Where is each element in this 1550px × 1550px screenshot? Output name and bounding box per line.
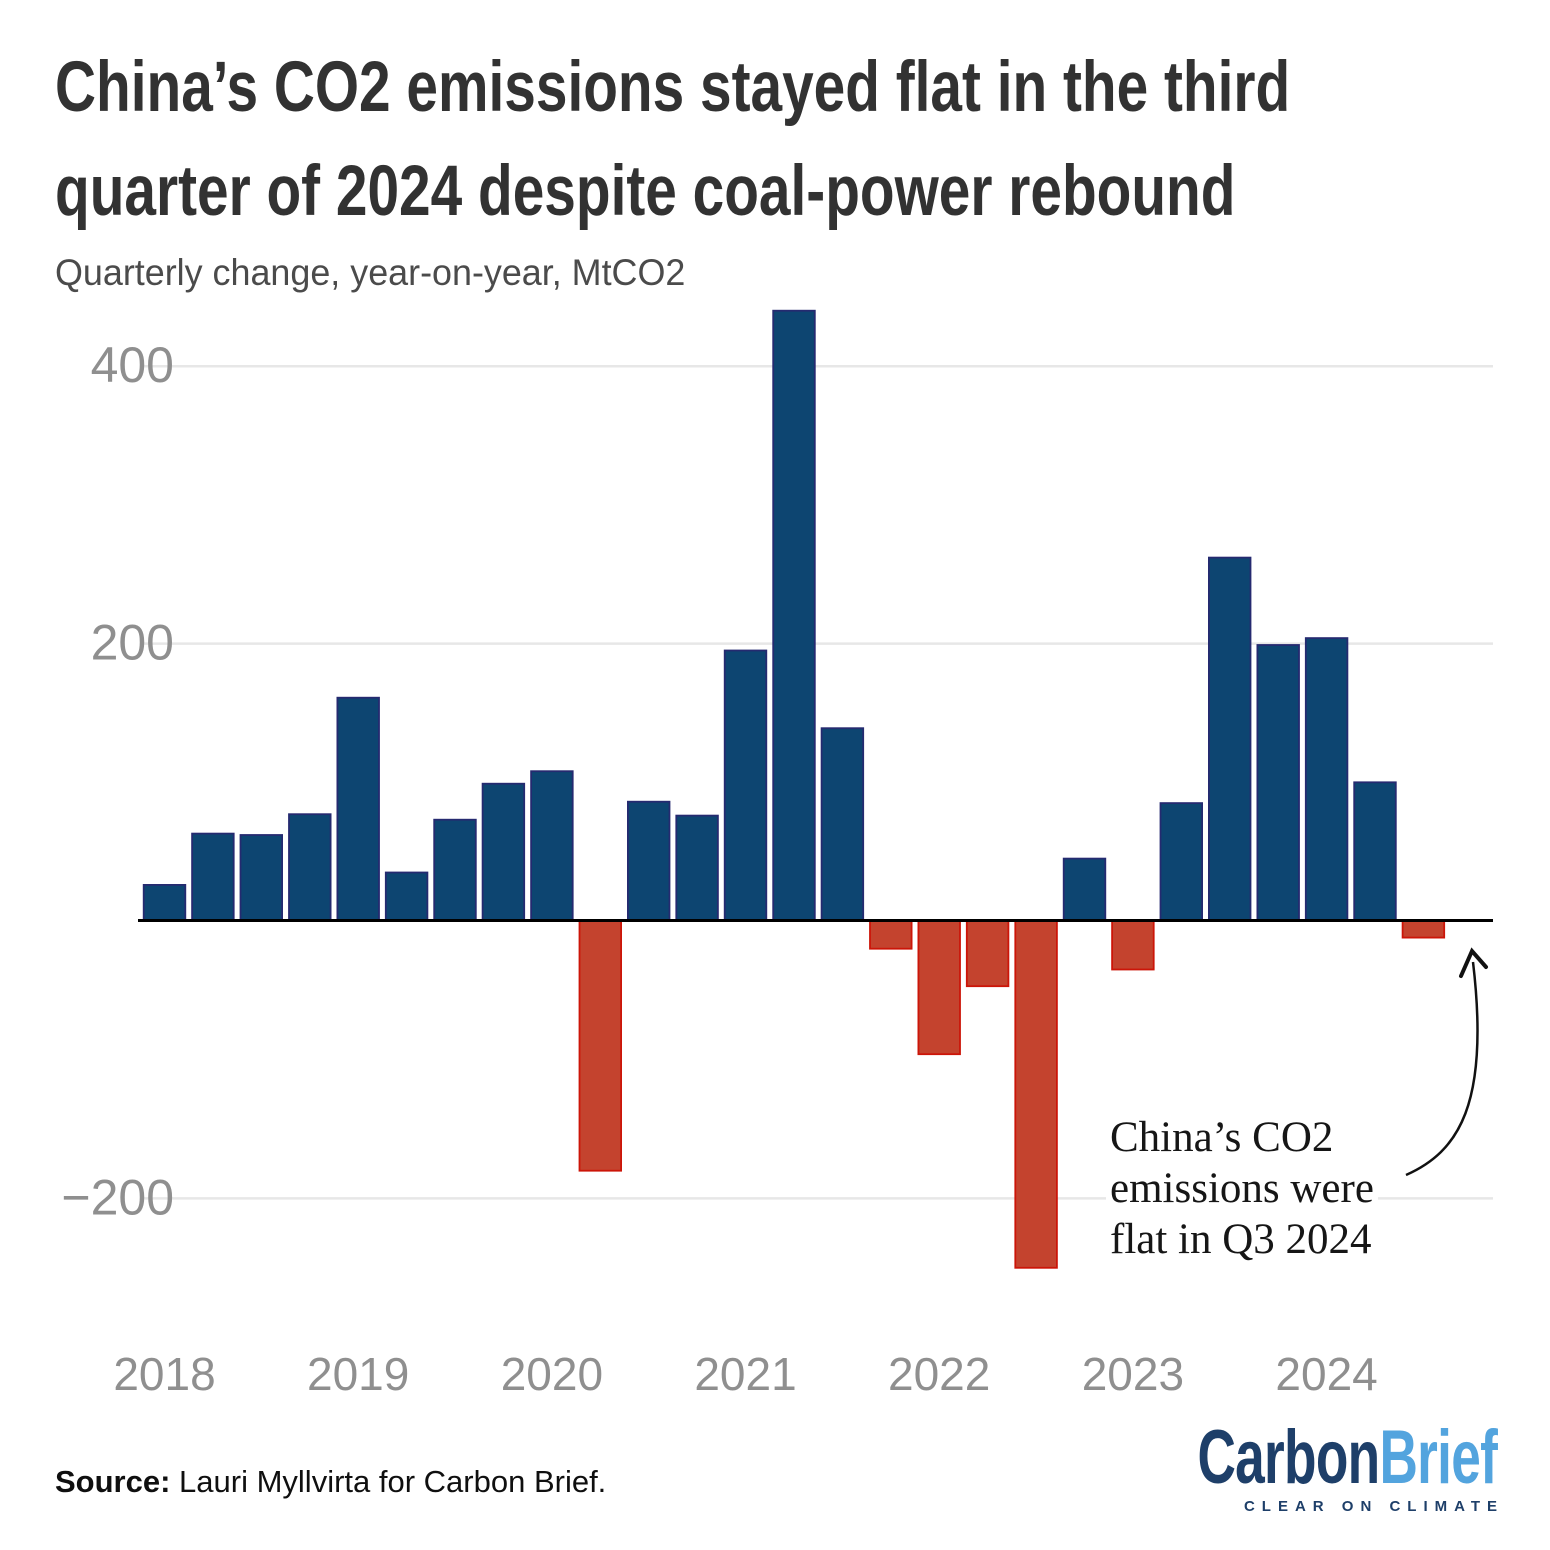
bar-2020-q2 [578, 920, 622, 1172]
bar-2018-q2 [191, 832, 235, 922]
bar-2023-q4 [1256, 644, 1300, 922]
bar-2022-q4 [1062, 857, 1107, 922]
xtick-label-2018: 2018 [113, 1348, 215, 1400]
ytick-label--200: −200 [61, 1169, 174, 1225]
xtick-label-2024: 2024 [1275, 1348, 1377, 1400]
annotation-line2: emissions were [1110, 1165, 1374, 1212]
bar-2023-q3 [1208, 556, 1252, 922]
bar-2021-q1 [723, 649, 768, 922]
annotation-arrow [1405, 961, 1479, 1177]
xtick-label-2021: 2021 [694, 1348, 796, 1400]
bar-2019-q1 [336, 696, 380, 922]
bar-2022-q2 [965, 920, 1010, 988]
chart-title-line2: quarter of 2024 despite coal-power rebou… [55, 152, 1236, 231]
annotation-line1: China’s CO2 [1110, 1114, 1334, 1161]
xtick-label-2019: 2019 [307, 1348, 409, 1400]
bar-2018-q3 [239, 834, 283, 922]
carbonbrief-logo-wordmark: CarbonBrief [1197, 1419, 1497, 1497]
chart-title-line1: China’s CO2 emissions stayed flat in the… [55, 48, 1291, 127]
bar-2020-q1 [530, 770, 574, 922]
logo-tagline: CLEAR ON CLIMATE [1243, 1498, 1504, 1515]
bar-2022-q1 [917, 920, 961, 1056]
annotation-arrowhead [1459, 947, 1488, 978]
chart-subtitle: Quarterly change, year-on-year, MtCO2 [55, 252, 686, 293]
bar-2023-q2 [1159, 802, 1203, 922]
bar-2024-q3 [1401, 920, 1446, 939]
logo-brief: Brief [1379, 1415, 1497, 1500]
chart-title: China’s CO2 emissions stayed flat in the… [55, 36, 1550, 244]
bar-2018-q1 [142, 884, 187, 922]
bar-2023-q1 [1111, 920, 1155, 971]
bar-2019-q4 [481, 782, 526, 922]
bar-2019-q2 [384, 871, 429, 922]
bar-2019-q3 [433, 818, 477, 922]
bar-2021-q2 [772, 309, 816, 922]
source-label: Source: [55, 1464, 171, 1499]
logo-carbon: Carbon [1197, 1415, 1380, 1500]
annotation-line3: flat in Q3 2024 [1110, 1216, 1372, 1263]
carbonbrief-logo: CarbonBrief CLEAR ON CLIMATE [1069, 1419, 1497, 1516]
source-note: Source: Lauri Myllvirta for Carbon Brief… [55, 1464, 606, 1500]
xtick-label-2020: 2020 [501, 1348, 603, 1400]
chart-annotation: China’s CO2 emissions were flat in Q3 20… [1106, 1112, 1378, 1265]
ytick-label-200: 200 [91, 615, 174, 671]
ytick-label-400: 400 [91, 337, 174, 393]
bar-2021-q4 [869, 920, 913, 950]
xtick-label-2022: 2022 [888, 1348, 990, 1400]
xtick-label-2023: 2023 [1082, 1348, 1184, 1400]
bar-2020-q3 [627, 800, 671, 922]
bar-2022-q3 [1014, 920, 1058, 1269]
bar-2021-q3 [820, 727, 865, 922]
bar-2024-q1 [1304, 637, 1349, 922]
bar-2018-q4 [288, 813, 332, 922]
bar-2020-q4 [675, 814, 719, 922]
bar-2024-q2 [1353, 781, 1397, 922]
source-text: Lauri Myllvirta for Carbon Brief. [179, 1464, 607, 1499]
